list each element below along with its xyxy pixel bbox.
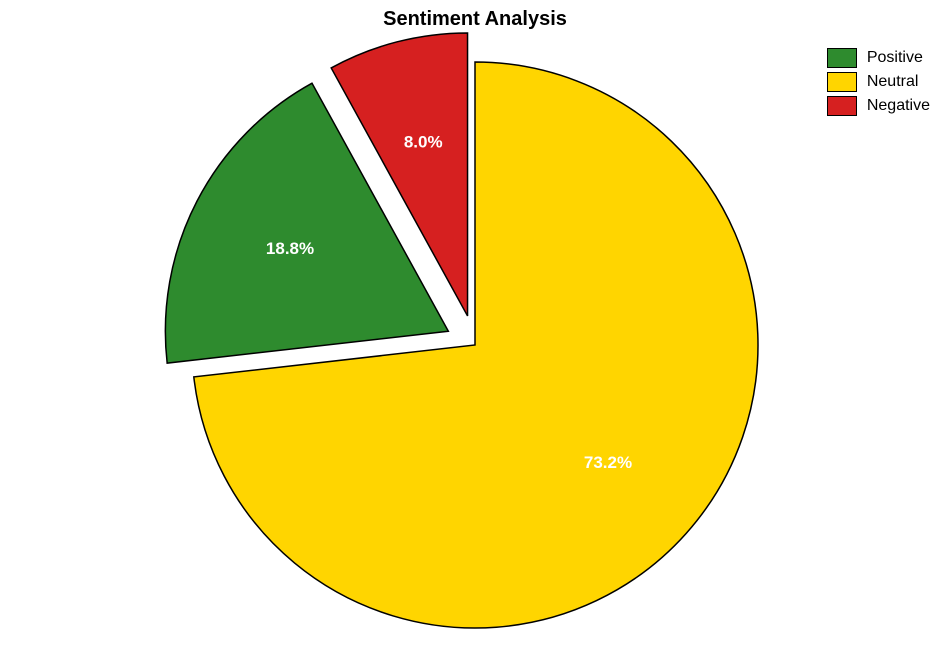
- pie-label-positive: 18.8%: [266, 239, 314, 258]
- legend-swatch-positive: [827, 48, 857, 68]
- legend-label-negative: Negative: [867, 97, 930, 115]
- pie-label-negative: 8.0%: [404, 133, 443, 152]
- legend-item-negative: Negative: [827, 96, 930, 116]
- legend-item-neutral: Neutral: [827, 72, 930, 92]
- legend: Positive Neutral Negative: [827, 48, 930, 120]
- sentiment-pie-chart: Sentiment Analysis 73.2%18.8%8.0% Positi…: [0, 0, 950, 662]
- legend-swatch-neutral: [827, 72, 857, 92]
- pie-svg: 73.2% 18.8% 8.0%: [0, 0, 950, 662]
- legend-label-neutral: Neutral: [867, 73, 919, 91]
- legend-item-positive: Positive: [827, 48, 930, 68]
- legend-label-positive: Positive: [867, 49, 923, 67]
- pie-label-neutral: 73.2%: [584, 453, 632, 472]
- legend-swatch-negative: [827, 96, 857, 116]
